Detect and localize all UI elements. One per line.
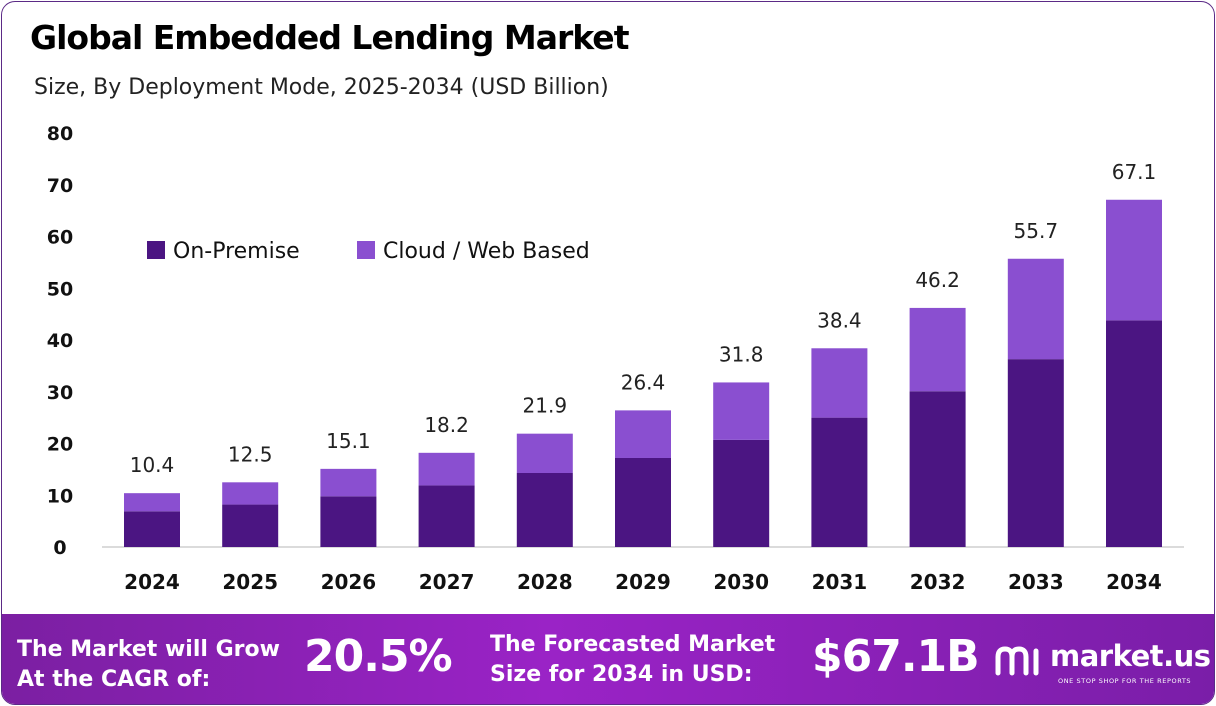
bar-cloud-web-based-2033 <box>1007 258 1064 360</box>
bar-cloud-web-based-2024 <box>124 493 180 512</box>
legend-swatch-cloud-web-based <box>357 241 375 259</box>
x-tick-label: 2024 <box>124 570 180 594</box>
data-label-total-2034: 67.1 <box>1112 160 1157 184</box>
data-label-total-2024: 10.4 <box>130 453 175 477</box>
data-label-total-2028: 21.9 <box>523 394 568 418</box>
y-tick-label: 30 <box>47 382 73 404</box>
bar-cloud-web-based-2034 <box>1106 199 1162 321</box>
bar-on-premise-2029 <box>615 457 671 547</box>
bar-on-premise-2028 <box>516 472 573 547</box>
bar-on-premise-2030 <box>713 439 770 547</box>
bar-on-premise-2025 <box>222 504 279 547</box>
x-tick-label: 2032 <box>910 570 966 594</box>
x-tick-label: 2033 <box>1008 570 1064 594</box>
brand-name: market.us <box>1050 639 1211 673</box>
data-label-total-2032: 46.2 <box>915 268 960 292</box>
cagr-value: 20.5% <box>304 631 453 682</box>
y-tick-label: 80 <box>47 123 73 145</box>
forecast-label-line2: Size for 2034 in USD: <box>490 662 753 687</box>
data-label-total-2031: 38.4 <box>817 308 862 332</box>
x-tick-label: 2029 <box>615 570 671 594</box>
legend-label-on-premise: On-Premise <box>173 239 300 264</box>
bar-on-premise-2027 <box>418 485 475 547</box>
data-label-total-2029: 26.4 <box>621 370 666 394</box>
x-tick-label: 2030 <box>713 570 769 594</box>
bar-cloud-web-based-2030 <box>713 382 770 440</box>
x-tick-label: 2028 <box>517 570 573 594</box>
y-tick-label: 50 <box>47 278 73 300</box>
y-tick-label: 70 <box>47 175 73 197</box>
data-label-total-2030: 31.8 <box>719 342 764 366</box>
bar-on-premise-2033 <box>1007 359 1064 547</box>
y-tick-label: 20 <box>47 434 73 456</box>
summary-banner: The Market will Grow At the CAGR of: 20.… <box>2 614 1214 704</box>
y-tick-label: 40 <box>47 330 73 352</box>
cagr-label-line1: The Market will Grow <box>17 637 280 662</box>
chart-subtitle: Size, By Deployment Mode, 2025-2034 (USD… <box>34 75 609 100</box>
chart-title: Global Embedded Lending Market <box>30 18 629 57</box>
bar-on-premise-2034 <box>1106 320 1162 547</box>
data-label-total-2026: 15.1 <box>326 429 371 453</box>
data-label-total-2025: 12.5 <box>228 442 273 466</box>
data-label-total-2027: 18.2 <box>424 413 469 437</box>
x-tick-label: 2034 <box>1106 570 1162 594</box>
data-label-total-2033: 55.7 <box>1014 219 1059 243</box>
brand-tagline: ONE STOP SHOP FOR THE REPORTS <box>1058 677 1192 685</box>
bar-cloud-web-based-2027 <box>418 452 475 486</box>
y-tick-label: 0 <box>53 537 66 559</box>
y-tick-label: 60 <box>47 227 73 249</box>
y-tick-label: 10 <box>47 485 73 507</box>
bar-cloud-web-based-2032 <box>909 307 966 392</box>
market-us-logo-icon <box>995 646 1039 676</box>
bar-cloud-web-based-2029 <box>615 410 671 458</box>
bar-on-premise-2031 <box>811 417 868 547</box>
x-tick-label: 2027 <box>419 570 475 594</box>
bar-on-premise-2024 <box>124 511 180 547</box>
x-tick-label: 2025 <box>222 570 278 594</box>
x-tick-label: 2026 <box>321 570 377 594</box>
bar-cloud-web-based-2026 <box>320 468 377 497</box>
forecast-value: $67.1B <box>812 631 980 682</box>
bar-cloud-web-based-2028 <box>516 433 573 473</box>
x-tick-label: 2031 <box>812 570 868 594</box>
forecast-label-line1: The Forecasted Market <box>490 632 776 657</box>
bar-cloud-web-based-2025 <box>222 482 279 505</box>
bar-on-premise-2032 <box>909 391 966 547</box>
bar-cloud-web-based-2031 <box>811 348 868 418</box>
legend-label-cloud-web-based: Cloud / Web Based <box>383 239 590 264</box>
bar-on-premise-2026 <box>320 496 377 547</box>
cagr-label-line2: At the CAGR of: <box>17 667 211 692</box>
legend-swatch-on-premise <box>147 241 165 259</box>
